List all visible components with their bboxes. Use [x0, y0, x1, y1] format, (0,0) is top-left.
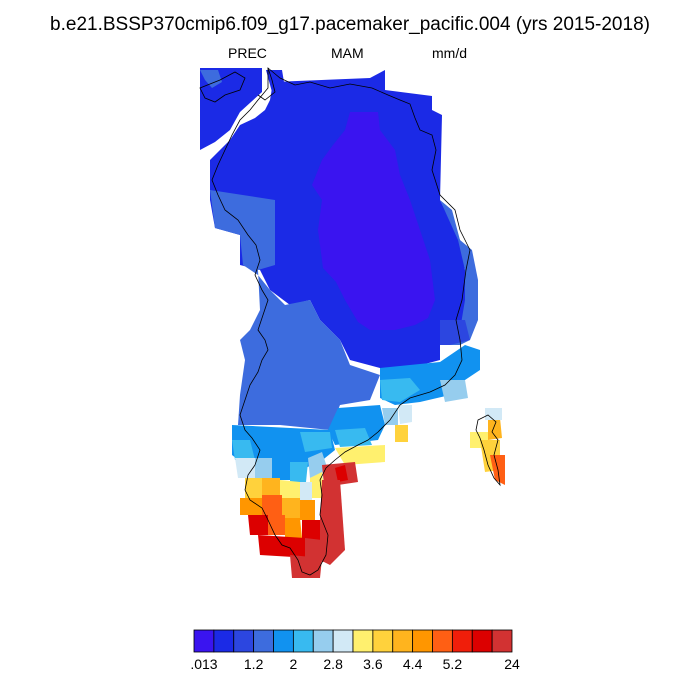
figure-title: b.e21.BSSP370cmip6.f09_g17.pacemaker_pac…: [50, 14, 650, 35]
colorbar-swatch: [332, 629, 354, 653]
colorbar-tick-label: 5.2: [442, 656, 463, 672]
precip-field: [200, 68, 505, 578]
colorbar-swatch: [491, 629, 513, 653]
colorbar-swatch: [253, 629, 274, 653]
colorbar-tick-label: 2: [289, 656, 298, 672]
colorbar-swatch: [412, 629, 433, 653]
variable-label: PREC: [228, 45, 267, 61]
colorbar-tick-label: 2.8: [323, 656, 343, 672]
colorbar-tick-label: 1.2: [243, 656, 264, 672]
colorbar-swatch: [471, 629, 493, 653]
colorbar-tick-label: .013: [190, 656, 218, 672]
colorbar-swatch: [213, 629, 235, 653]
colorbar-swatch: [352, 629, 374, 653]
colorbar-swatch: [273, 629, 294, 653]
colorbar-swatch: [312, 629, 334, 653]
colorbar-tick-label: 24: [504, 656, 520, 672]
colorbar-swatch: [451, 629, 473, 653]
coastline: [199, 67, 501, 576]
colorbar-tick-label: 3.6: [363, 656, 383, 672]
colorbar-swatch: [372, 629, 394, 653]
colorbar: [193, 629, 513, 653]
colorbar-swatch: [233, 629, 255, 653]
units-label: mm/d: [432, 45, 467, 61]
season-label: MAM: [331, 45, 364, 61]
colorbar-swatch: [292, 629, 314, 653]
colorbar-swatch: [392, 629, 414, 653]
colorbar-swatch: [432, 629, 453, 653]
colorbar-swatch: [193, 629, 215, 653]
colorbar-tick-label: 4.4: [402, 656, 423, 672]
